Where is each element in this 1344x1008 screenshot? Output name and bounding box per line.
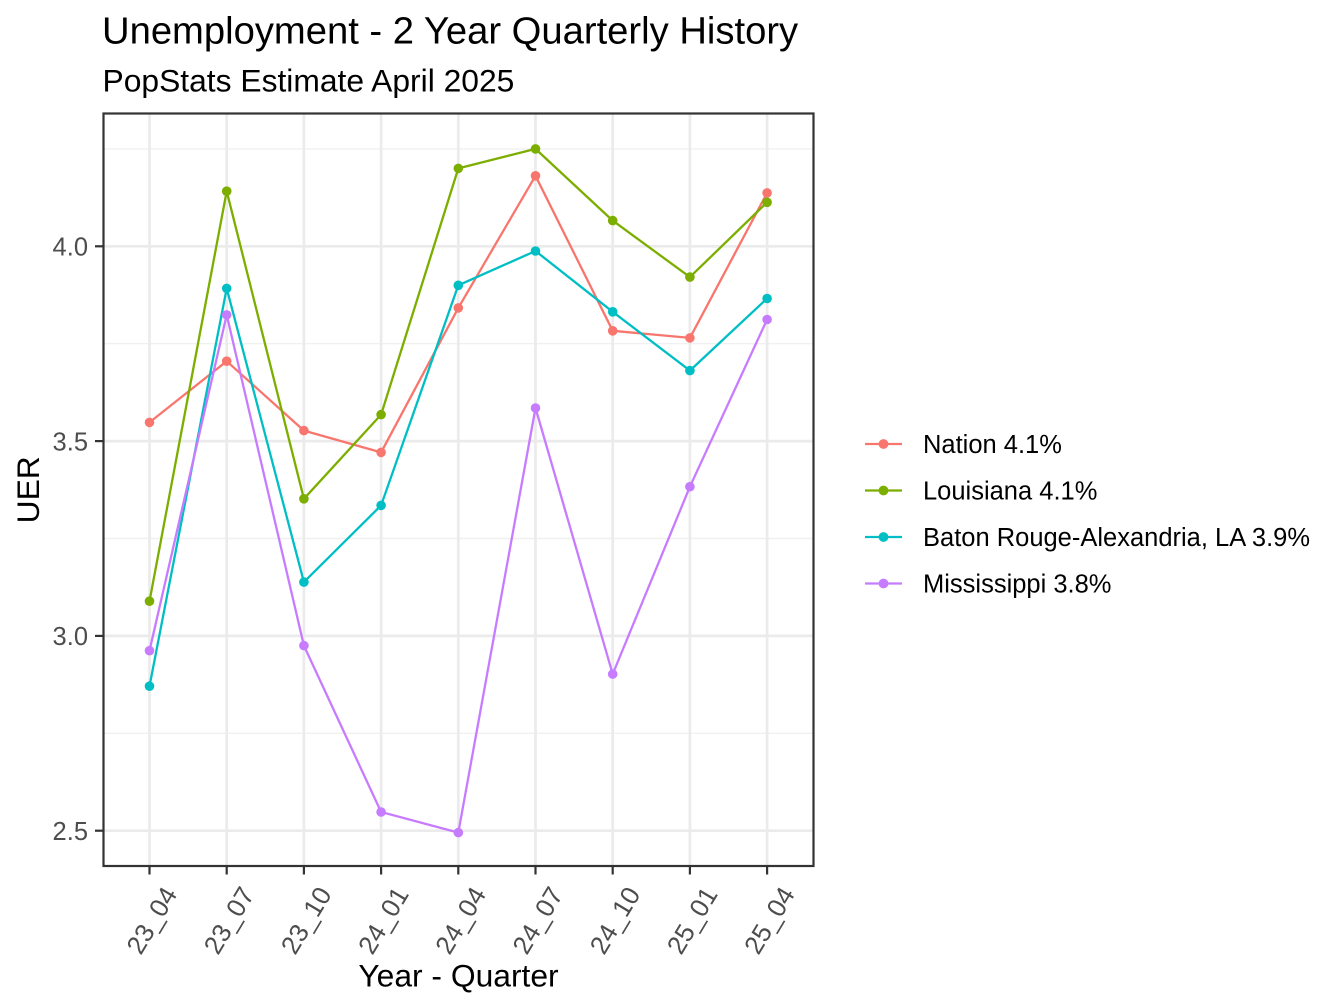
svg-text:3.5: 3.5 [53, 428, 88, 456]
svg-text:UER: UER [10, 456, 46, 523]
svg-text:Baton Rouge-Alexandria, LA 3.9: Baton Rouge-Alexandria, LA 3.9% [923, 524, 1310, 552]
svg-text:Mississippi 3.8%: Mississippi 3.8% [923, 571, 1111, 599]
svg-text:Year - Quarter: Year - Quarter [358, 958, 559, 994]
svg-text:Louisiana 4.1%: Louisiana 4.1% [923, 478, 1097, 506]
svg-text:Unemployment - 2 Year Quarterl: Unemployment - 2 Year Quarterly History [102, 10, 799, 53]
svg-text:Nation 4.1%: Nation 4.1% [923, 431, 1062, 459]
svg-text:PopStats Estimate April 2025: PopStats Estimate April 2025 [103, 62, 515, 98]
svg-text:4.0: 4.0 [53, 234, 88, 262]
svg-text:2.5: 2.5 [53, 818, 88, 846]
svg-text:3.0: 3.0 [53, 623, 88, 651]
